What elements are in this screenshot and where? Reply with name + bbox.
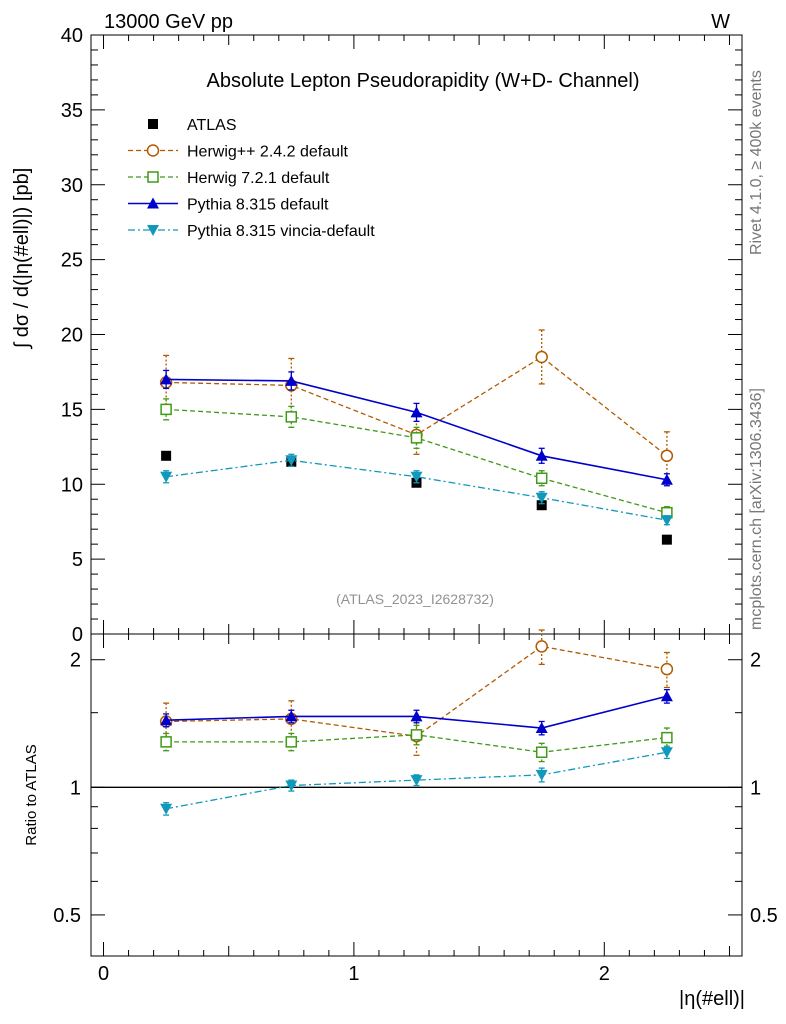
- main-axes: 0 5 10 15 20 25 30 35 40: [61, 25, 742, 646]
- ratio-data-point: [285, 710, 298, 722]
- legend-item-4: Pythia 8.315 vincia-default: [128, 223, 375, 240]
- x-tick-label: 0: [98, 963, 109, 985]
- data-point: [535, 492, 548, 504]
- data-point: [535, 350, 548, 364]
- data-point: [285, 411, 298, 423]
- ratio-data-point: [535, 746, 548, 758]
- ratio-series-3: [160, 745, 673, 816]
- ratio-y-tick-label-right: 0.5: [750, 905, 778, 927]
- data-point: [660, 473, 673, 485]
- data-point: [160, 403, 172, 416]
- y-tick-label: 40: [61, 25, 83, 47]
- ratio-series: [159, 629, 674, 816]
- data-point: [410, 471, 423, 483]
- main-title: Absolute Lepton Pseudorapidity (W+D- Cha…: [206, 70, 639, 92]
- main-panel: Absolute Lepton Pseudorapidity (W+D- Cha…: [11, 25, 743, 646]
- ratio-series-1: [160, 724, 673, 763]
- legend-label: Pythia 8.315 default: [187, 197, 329, 214]
- x-tick-label: 2: [599, 963, 610, 985]
- x-tick-label: 1: [348, 963, 359, 985]
- y-tick-label: 15: [61, 399, 83, 421]
- legend-marker: [147, 225, 159, 236]
- ratio-data-point: [661, 731, 673, 744]
- legend-label: Herwig++ 2.4.2 default: [187, 144, 349, 161]
- legend-marker: [146, 144, 160, 157]
- ratio-data-point: [660, 690, 673, 702]
- ratio-data-point: [160, 803, 173, 815]
- data-point: [285, 374, 298, 386]
- data-point: [410, 432, 423, 444]
- mcplots-info: mcplots.cern.ch [arXiv:1306.3436]: [748, 388, 765, 630]
- ratio-data-point: [160, 714, 173, 726]
- legend-label: Herwig 7.2.1 default: [187, 170, 330, 187]
- data-point: [160, 471, 173, 483]
- y-tick-label: 20: [61, 325, 83, 347]
- ratio-data-point: [535, 769, 548, 781]
- data-point: [285, 455, 298, 467]
- ratio-y-tick-label-right: 1: [750, 777, 761, 799]
- series-3: [160, 369, 673, 487]
- data-point: [661, 534, 672, 545]
- y-tick-label: 10: [61, 474, 83, 496]
- legend-item-3: Pythia 8.315 default: [128, 197, 329, 214]
- series-0: [161, 450, 672, 545]
- ratio-y-tick-label: 2: [70, 650, 81, 672]
- ratio-data-point: [410, 710, 423, 722]
- legend-label: Pythia 8.315 vincia-default: [187, 223, 375, 240]
- legend-marker: [147, 197, 159, 209]
- series-4: [160, 453, 673, 527]
- data-point: [161, 450, 172, 461]
- legend-marker: [148, 119, 158, 129]
- ratio-data-point: [410, 729, 423, 741]
- legend: ATLAS Herwig++ 2.4.2 default Herwig 7.2.1 …: [128, 117, 375, 240]
- header-left: 13000 GeV pp: [104, 11, 233, 33]
- analysis-watermark: (ATLAS_2023_I2628732): [336, 591, 494, 607]
- y-tick-label: 0: [72, 624, 83, 646]
- data-point: [160, 373, 173, 385]
- data-point: [660, 515, 673, 527]
- ratio-y-axis-label: Ratio to ATLAS: [23, 744, 40, 845]
- data-point: [535, 472, 548, 485]
- series-line: [166, 459, 667, 521]
- x-axis-label: |η(#ell)|: [679, 988, 745, 1010]
- ratio-axes: 0.5 0.5 1 1 2 2 0 1 2: [53, 634, 778, 985]
- header-right: W: [711, 11, 730, 33]
- ratio-data-point: [535, 722, 548, 734]
- ratio-frame: [90, 633, 743, 957]
- ratio-data-point: [660, 747, 673, 759]
- ratio-data-point: [535, 640, 548, 653]
- ratio-y-tick-label-right: 2: [750, 650, 761, 672]
- legend-label: ATLAS: [187, 117, 237, 134]
- main-series: [159, 329, 674, 545]
- y-tick-label: 35: [61, 100, 83, 122]
- ratio-data-point: [410, 775, 423, 787]
- data-point: [535, 449, 548, 461]
- rivet-info: Rivet 4.1.0, ≥ 400k events: [748, 70, 765, 255]
- y-tick-label: 25: [61, 250, 83, 272]
- ratio-y-tick-label: 1: [70, 777, 81, 799]
- y-tick-label: 5: [72, 549, 83, 571]
- data-point: [660, 449, 674, 463]
- y-tick-label: 30: [61, 175, 83, 197]
- ratio-panel: Ratio to ATLAS 0.5 0.5 1 1 2 2 0 1 2: [23, 629, 778, 985]
- legend-marker: [147, 171, 159, 183]
- legend-item-1: Herwig++ 2.4.2 default: [128, 144, 349, 161]
- data-point: [536, 500, 547, 511]
- y-axis-label: ∫ dσ / d(|η(#ell)|) [pb]: [11, 168, 33, 350]
- legend-item-0: ATLAS: [148, 117, 237, 134]
- ratio-data-point: [285, 780, 298, 792]
- ratio-series-2: [160, 688, 673, 736]
- ratio-data-point: [160, 736, 172, 748]
- data-point: [410, 406, 423, 418]
- ratio-data-point: [660, 662, 674, 676]
- ratio-series-line: [165, 751, 668, 810]
- ratio-y-tick-label: 0.5: [53, 905, 81, 927]
- ratio-data-point: [285, 736, 298, 748]
- legend-item-2: Herwig 7.2.1 default: [128, 170, 330, 187]
